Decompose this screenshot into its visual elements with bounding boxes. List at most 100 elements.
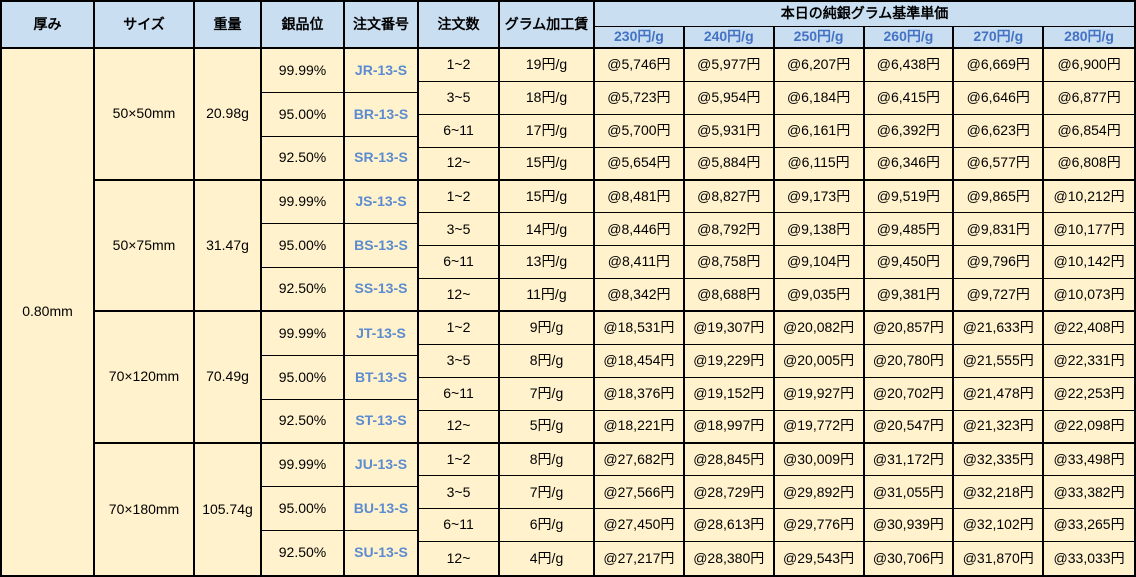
col-header-price-group: 本日の純銀グラム基準単価 bbox=[595, 2, 1134, 27]
unit-price-cell: @22,253円 bbox=[1044, 377, 1134, 411]
unit-price-cell: @29,543円 bbox=[774, 542, 865, 575]
price-col-header: 270円/g bbox=[954, 27, 1045, 49]
unit-price-cell: @10,142円 bbox=[1044, 246, 1134, 280]
unit-price-cell: @9,865円 bbox=[954, 180, 1045, 214]
gram-fee-cell: 7円/g bbox=[500, 476, 595, 510]
order-qty-cell: 6~11 bbox=[419, 114, 500, 148]
gram-fee-cell: 8円/g bbox=[500, 344, 595, 378]
order-number-cell: JS-13-S bbox=[345, 180, 419, 225]
purity-cell: 92.50% bbox=[262, 268, 345, 312]
unit-price-cell: @8,792円 bbox=[684, 213, 775, 247]
unit-price-cell: @18,997円 bbox=[684, 410, 775, 444]
purity-cell: 95.00% bbox=[262, 355, 345, 400]
unit-price-cell: @6,877円 bbox=[1044, 81, 1134, 115]
unit-price-cell: @27,450円 bbox=[595, 509, 685, 543]
price-col-header: 250円/g bbox=[774, 27, 865, 49]
order-qty-cell: 12~ bbox=[419, 279, 500, 312]
order-qty-cell: 1~2 bbox=[419, 312, 500, 345]
gram-fee-cell: 4円/g bbox=[500, 542, 595, 575]
unit-price-cell: @21,633円 bbox=[954, 312, 1045, 345]
unit-price-cell: @19,927円 bbox=[774, 377, 865, 411]
unit-price-cell: @31,055円 bbox=[864, 476, 955, 510]
purity-cell: 95.00% bbox=[262, 224, 345, 269]
unit-price-cell: @6,161円 bbox=[774, 114, 865, 148]
unit-price-cell: @9,831円 bbox=[954, 213, 1045, 247]
unit-price-cell: @21,478円 bbox=[954, 377, 1045, 411]
purity-cell: 95.00% bbox=[262, 92, 345, 137]
unit-price-cell: @9,450円 bbox=[864, 246, 955, 280]
order-number-cell: JU-13-S bbox=[345, 443, 419, 488]
unit-price-cell: @19,229円 bbox=[684, 344, 775, 378]
purity-cell: 99.99% bbox=[262, 49, 345, 93]
order-number-cell: JR-13-S bbox=[345, 49, 419, 93]
unit-price-cell: @9,138円 bbox=[774, 213, 865, 247]
price-col-header: 240円/g bbox=[684, 27, 775, 49]
unit-price-cell: @5,954円 bbox=[684, 81, 775, 115]
unit-price-cell: @6,669円 bbox=[954, 49, 1045, 82]
purity-cell: 92.50% bbox=[262, 136, 345, 181]
gram-fee-cell: 18円/g bbox=[500, 81, 595, 115]
price-col-header: 280円/g bbox=[1044, 27, 1134, 49]
unit-price-cell: @20,780円 bbox=[864, 344, 955, 378]
size-cell: 70×180mm bbox=[95, 443, 195, 575]
unit-price-cell: @10,212円 bbox=[1044, 180, 1134, 214]
weight-cell: 20.98g bbox=[195, 49, 262, 181]
unit-price-cell: @18,221円 bbox=[595, 410, 685, 444]
order-qty-cell: 3~5 bbox=[419, 344, 500, 378]
unit-price-cell: @33,265円 bbox=[1044, 509, 1134, 543]
unit-price-cell: @33,498円 bbox=[1044, 443, 1134, 477]
gram-fee-cell: 7円/g bbox=[500, 377, 595, 411]
order-qty-cell: 12~ bbox=[419, 542, 500, 575]
order-number-cell: JT-13-S bbox=[345, 312, 419, 356]
unit-price-cell: @8,411円 bbox=[595, 246, 685, 280]
weight-cell: 70.49g bbox=[195, 312, 262, 444]
unit-price-cell: @19,307円 bbox=[684, 312, 775, 345]
col-header-order-no: 注文番号 bbox=[345, 2, 419, 49]
unit-price-cell: @5,746円 bbox=[595, 49, 685, 82]
order-number-cell: SU-13-S bbox=[345, 531, 419, 575]
unit-price-cell: @18,531円 bbox=[595, 312, 685, 345]
order-qty-cell: 1~2 bbox=[419, 443, 500, 477]
unit-price-cell: @6,115円 bbox=[774, 147, 865, 181]
unit-price-cell: @32,102円 bbox=[954, 509, 1045, 543]
unit-price-cell: @10,073円 bbox=[1044, 279, 1134, 312]
unit-price-cell: @8,688円 bbox=[684, 279, 775, 312]
unit-price-cell: @20,702円 bbox=[864, 377, 955, 411]
unit-price-cell: @33,033円 bbox=[1044, 542, 1134, 575]
unit-price-cell: @21,555円 bbox=[954, 344, 1045, 378]
unit-price-cell: @30,009円 bbox=[774, 443, 865, 477]
unit-price-cell: @8,827円 bbox=[684, 180, 775, 214]
order-qty-cell: 3~5 bbox=[419, 81, 500, 115]
thickness-cell: 0.80mm bbox=[2, 49, 95, 575]
unit-price-cell: @9,173円 bbox=[774, 180, 865, 214]
gram-fee-cell: 11円/g bbox=[500, 279, 595, 312]
purity-cell: 92.50% bbox=[262, 531, 345, 575]
order-qty-cell: 6~11 bbox=[419, 246, 500, 280]
purity-cell: 99.99% bbox=[262, 180, 345, 225]
gram-fee-cell: 15円/g bbox=[500, 147, 595, 181]
unit-price-cell: @21,323円 bbox=[954, 410, 1045, 444]
unit-price-cell: @27,566円 bbox=[595, 476, 685, 510]
unit-price-cell: @9,727円 bbox=[954, 279, 1045, 312]
unit-price-cell: @27,682円 bbox=[595, 443, 685, 477]
unit-price-cell: @9,104円 bbox=[774, 246, 865, 280]
purity-cell: 99.99% bbox=[262, 443, 345, 488]
unit-price-cell: @30,939円 bbox=[864, 509, 955, 543]
order-number-cell: ST-13-S bbox=[345, 399, 419, 444]
col-header-weight: 重量 bbox=[195, 2, 262, 49]
unit-price-cell: @9,381円 bbox=[864, 279, 955, 312]
unit-price-cell: @6,438円 bbox=[864, 49, 955, 82]
unit-price-cell: @6,577円 bbox=[954, 147, 1045, 181]
unit-price-cell: @19,152円 bbox=[684, 377, 775, 411]
unit-price-cell: @6,854円 bbox=[1044, 114, 1134, 148]
price-col-header: 230円/g bbox=[595, 27, 685, 49]
order-qty-cell: 6~11 bbox=[419, 377, 500, 411]
col-header-purity: 銀品位 bbox=[262, 2, 345, 49]
order-qty-cell: 1~2 bbox=[419, 49, 500, 82]
unit-price-cell: @22,098円 bbox=[1044, 410, 1134, 444]
gram-fee-cell: 6円/g bbox=[500, 509, 595, 543]
price-col-header: 260円/g bbox=[864, 27, 955, 49]
col-header-thickness: 厚み bbox=[2, 2, 95, 49]
gram-fee-cell: 17円/g bbox=[500, 114, 595, 148]
unit-price-cell: @18,376円 bbox=[595, 377, 685, 411]
